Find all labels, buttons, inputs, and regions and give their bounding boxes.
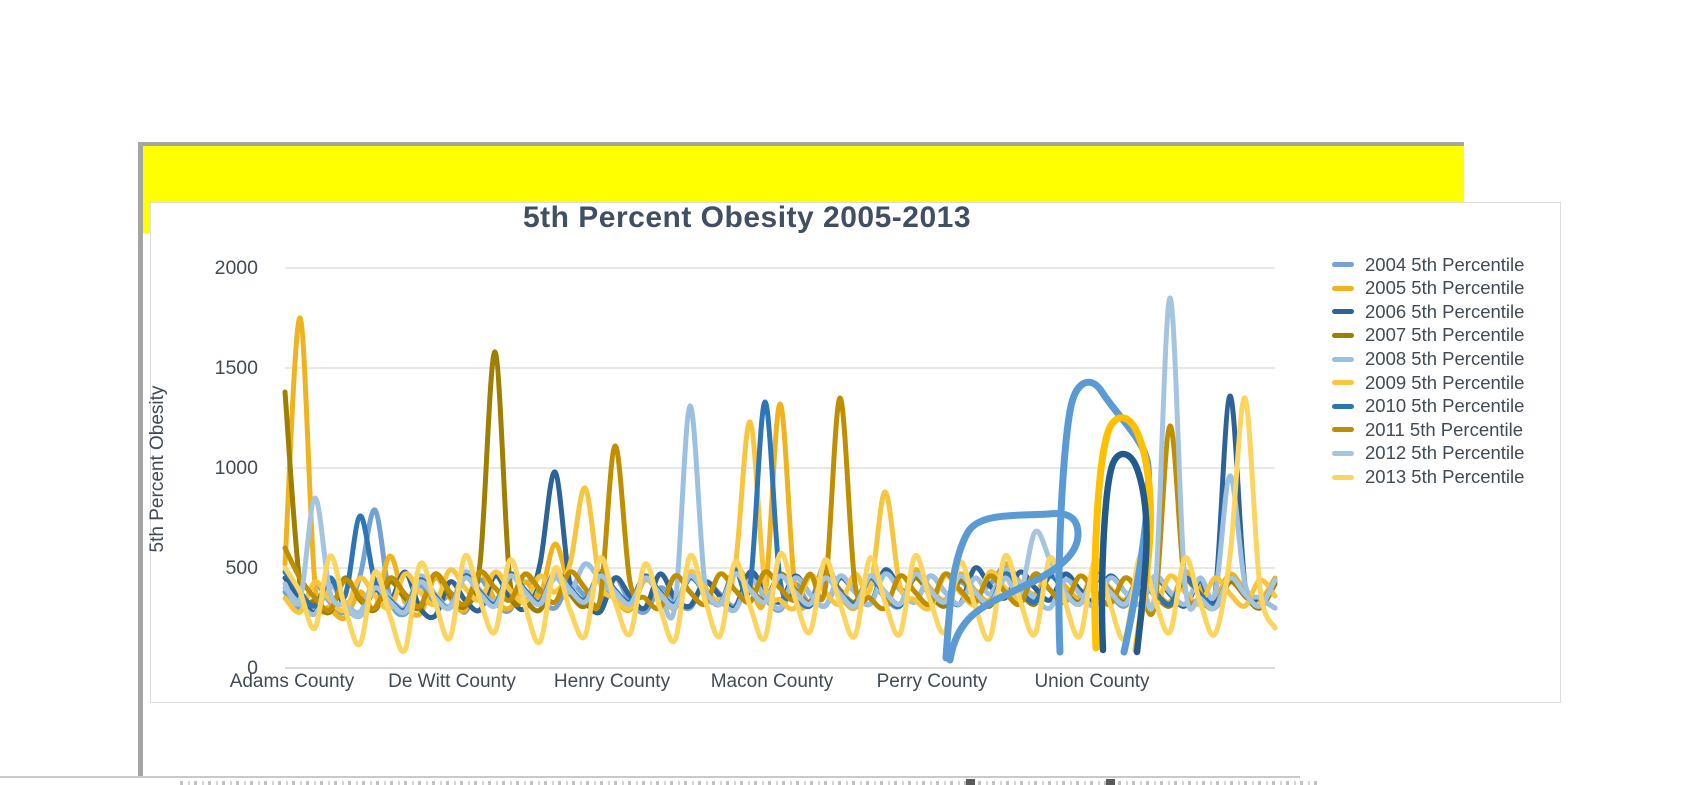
legend-swatch-2008 — [1332, 356, 1354, 362]
legend-item-2008[interactable]: 2008 5th Percentile — [1332, 347, 1524, 371]
legend-label: 2013 5th Percentile — [1365, 465, 1525, 487]
legend-swatch-2004 — [1332, 262, 1354, 268]
legend-swatch-2012 — [1332, 451, 1354, 457]
legend-label: 2006 5th Percentile — [1365, 300, 1525, 322]
legend-item-2004[interactable]: 2004 5th Percentile — [1332, 253, 1524, 277]
chart-title[interactable]: 5th Percent Obesity 2005-2013 — [522, 201, 972, 234]
legend-label: 2010 5th Percentile — [1365, 395, 1525, 417]
legend-label: 2008 5th Percentile — [1365, 347, 1525, 369]
worksheet-border-horizontal — [138, 142, 1464, 146]
legend-swatch-2006 — [1332, 309, 1354, 315]
cropped-text-block — [1106, 779, 1115, 785]
legend-swatch-2013 — [1332, 474, 1354, 480]
legend-item-2010[interactable]: 2010 5th Percentile — [1332, 395, 1524, 419]
legend-swatch-2009 — [1332, 380, 1354, 386]
legend-swatch-2010 — [1332, 403, 1354, 409]
legend-swatch-2005 — [1332, 285, 1354, 291]
worksheet-border-vertical — [138, 142, 143, 778]
page-divider-line — [0, 776, 1300, 778]
y-tick-1000: 1000 — [214, 457, 258, 479]
legend-item-2011[interactable]: 2011 5th Percentile — [1332, 418, 1524, 442]
legend-item-2005[interactable]: 2005 5th Percentile — [1332, 277, 1524, 301]
legend-label: 2011 5th Percentile — [1365, 418, 1524, 440]
chart-legend[interactable]: 2004 5th Percentile 2005 5th Percentile … — [1332, 253, 1524, 489]
x-tick-de-witt-county: De Witt County — [388, 671, 516, 692]
legend-label: 2007 5th Percentile — [1365, 324, 1525, 346]
x-tick-adams-county: Adams County — [229, 671, 355, 692]
legend-item-2007[interactable]: 2007 5th Percentile — [1332, 324, 1524, 348]
legend-label: 2009 5th Percentile — [1365, 371, 1525, 393]
legend-item-2006[interactable]: 2006 5th Percentile — [1332, 300, 1524, 324]
cropped-text-block — [966, 779, 975, 785]
y-tick-500: 500 — [225, 557, 258, 579]
legend-item-2009[interactable]: 2009 5th Percentile — [1332, 371, 1524, 395]
cropped-text-fragments — [180, 781, 1320, 785]
y-tick-2000: 2000 — [214, 257, 258, 279]
y-tick-1500: 1500 — [214, 357, 258, 379]
y-tick-0: 0 — [247, 657, 258, 679]
legend-label: 2004 5th Percentile — [1365, 253, 1525, 275]
legend-item-2012[interactable]: 2012 5th Percentile — [1332, 442, 1524, 466]
x-tick-macon-county: Macon County — [710, 671, 834, 692]
x-tick-perry-county: Perry County — [876, 671, 988, 692]
legend-swatch-2007 — [1332, 333, 1354, 339]
legend-swatch-2011 — [1332, 427, 1354, 433]
x-tick-henry-county: Henry County — [553, 671, 671, 692]
y-axis-title: 5th Percent Obesity — [147, 385, 168, 553]
x-tick-union-county: Union County — [1034, 671, 1150, 692]
legend-label: 2012 5th Percentile — [1365, 442, 1525, 464]
legend-label: 2005 5th Percentile — [1365, 277, 1525, 299]
legend-item-2013[interactable]: 2013 5th Percentile — [1332, 465, 1524, 489]
